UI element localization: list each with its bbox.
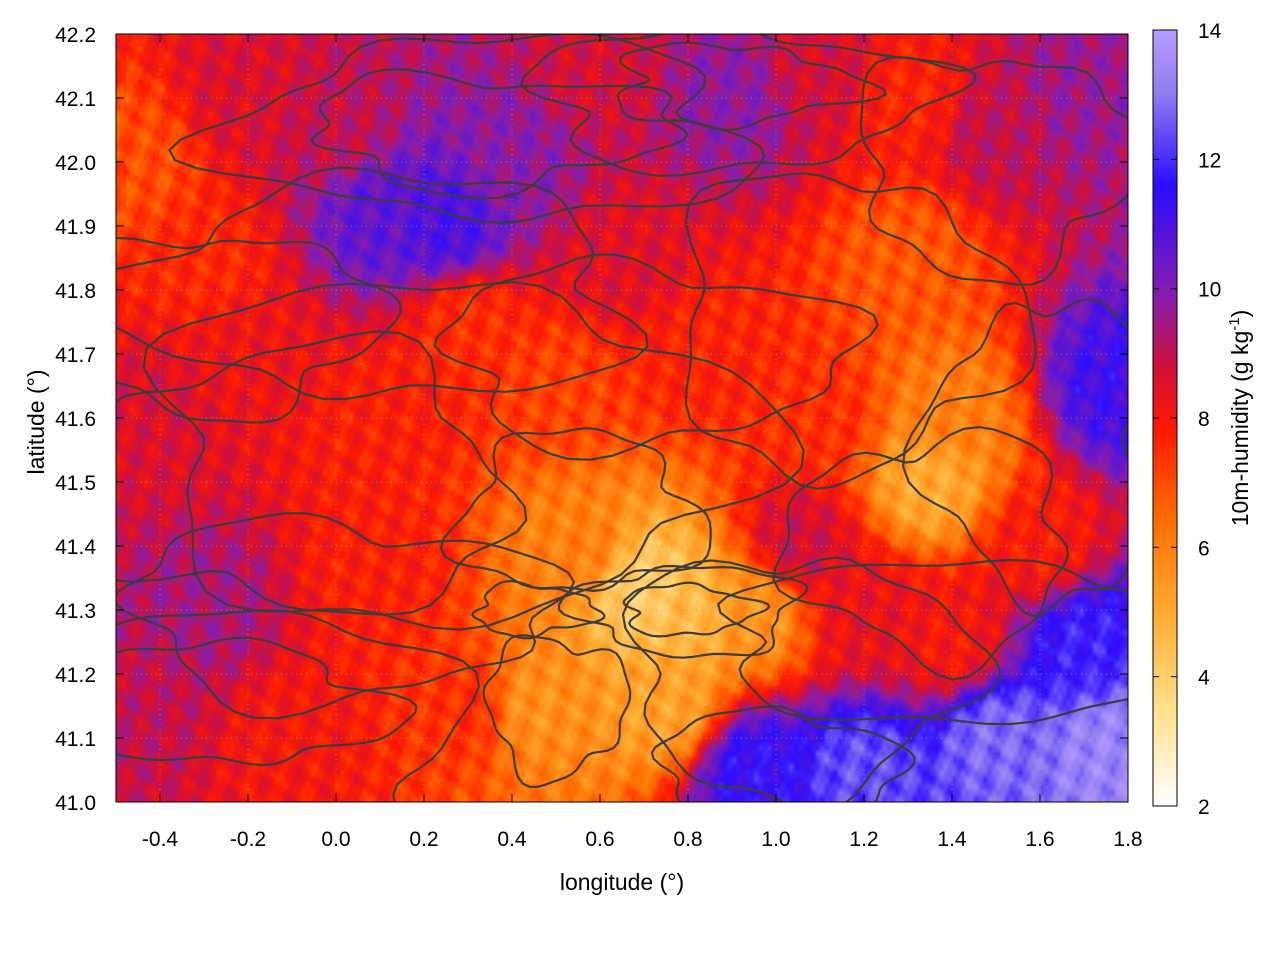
- contour-line: [772, 426, 1070, 681]
- contour-line: [116, 236, 402, 424]
- contour-line: [116, 166, 649, 401]
- x-axis: -0.4 -0.2 0.0 0.2 0.4 0.6 0.8 1.0 1.2 1.4 1.6 1.8: [142, 34, 1143, 851]
- y-tick-label: 41.7: [55, 344, 96, 367]
- contour-line: [650, 705, 916, 802]
- y-tick-label: 41.3: [55, 600, 96, 623]
- contour-line: [622, 581, 771, 638]
- colorbar: 2 4 6 8 10 12 14 10m-humidity (g kg-1): [1152, 20, 1253, 819]
- contour-line: [717, 558, 1128, 726]
- y-tick-label: 41.9: [55, 216, 96, 239]
- contour-line: [684, 172, 1037, 490]
- y-tick-label: 42.2: [55, 24, 96, 47]
- contour-line: [116, 636, 418, 767]
- y-tick-label: 42.1: [55, 88, 96, 111]
- x-tick-label: -0.4: [142, 828, 179, 851]
- colorbar-label-end: ): [1227, 310, 1253, 318]
- colorbar-tick-label: 14: [1198, 20, 1222, 43]
- colorbar-tick-label: 2: [1198, 796, 1210, 819]
- contour-line: [310, 68, 689, 200]
- colorbar-label-main: 10m-humidity (g kg: [1227, 331, 1253, 527]
- contour-line: [520, 34, 977, 177]
- x-tick-label: 0.6: [585, 828, 614, 851]
- contour-line: [142, 281, 805, 631]
- x-tick-label: 1.6: [1025, 828, 1054, 851]
- x-tick-label: 0.0: [321, 828, 350, 851]
- x-tick-label: 1.8: [1113, 828, 1142, 851]
- x-tick-label: 0.4: [497, 828, 527, 851]
- colorbar-ticks: 2 4 6 8 10 12 14: [1153, 20, 1222, 819]
- colorbar-tick-label: 6: [1198, 537, 1210, 560]
- contour-line: [482, 634, 632, 788]
- x-tick-label: -0.2: [230, 828, 266, 851]
- contour-line: [621, 556, 1002, 802]
- colorbar-tick-label: 12: [1198, 149, 1221, 172]
- y-tick-label: 41.4: [55, 536, 96, 559]
- contour-line: [116, 330, 528, 616]
- terrain-contours: [116, 34, 1128, 802]
- y-tick-label: 41.5: [55, 472, 96, 495]
- x-tick-label: 1.2: [849, 828, 878, 851]
- y-axis: 41.0 41.1 41.2 41.3 41.4 41.5 41.6 41.7 41.8 41.9…: [55, 24, 1128, 815]
- colorbar-tick-label: 10: [1198, 279, 1221, 302]
- contour-line: [439, 427, 712, 592]
- colorbar-tick-label: 4: [1198, 667, 1210, 690]
- colorbar-tick-label: 8: [1198, 408, 1210, 431]
- contour-line: [616, 41, 887, 132]
- colorbar-label-sup: -1: [1226, 317, 1243, 330]
- y-axis-label: latitude (°): [23, 369, 49, 474]
- y-tick-label: 41.1: [55, 728, 96, 751]
- contour-line: [859, 56, 1128, 286]
- contour-line: [471, 580, 606, 640]
- colorbar-label: 10m-humidity (g kg-1): [1226, 310, 1253, 527]
- y-tick-label: 41.8: [55, 280, 96, 303]
- x-tick-label: 1.4: [937, 828, 967, 851]
- y-tick-label: 41.0: [55, 792, 96, 815]
- y-tick-label: 42.0: [55, 152, 96, 175]
- y-tick-label: 41.6: [55, 408, 96, 431]
- contour-line: [902, 298, 1128, 618]
- contour-line: [116, 609, 481, 802]
- contour-line: [168, 34, 766, 224]
- x-tick-label: 1.0: [761, 828, 790, 851]
- x-tick-label: 0.8: [673, 828, 702, 851]
- plot-area: [115, 33, 1129, 803]
- x-tick-label: 0.2: [409, 828, 438, 851]
- y-tick-label: 41.2: [55, 664, 96, 687]
- contour-line: [433, 253, 879, 461]
- x-axis-label: longitude (°): [560, 869, 684, 895]
